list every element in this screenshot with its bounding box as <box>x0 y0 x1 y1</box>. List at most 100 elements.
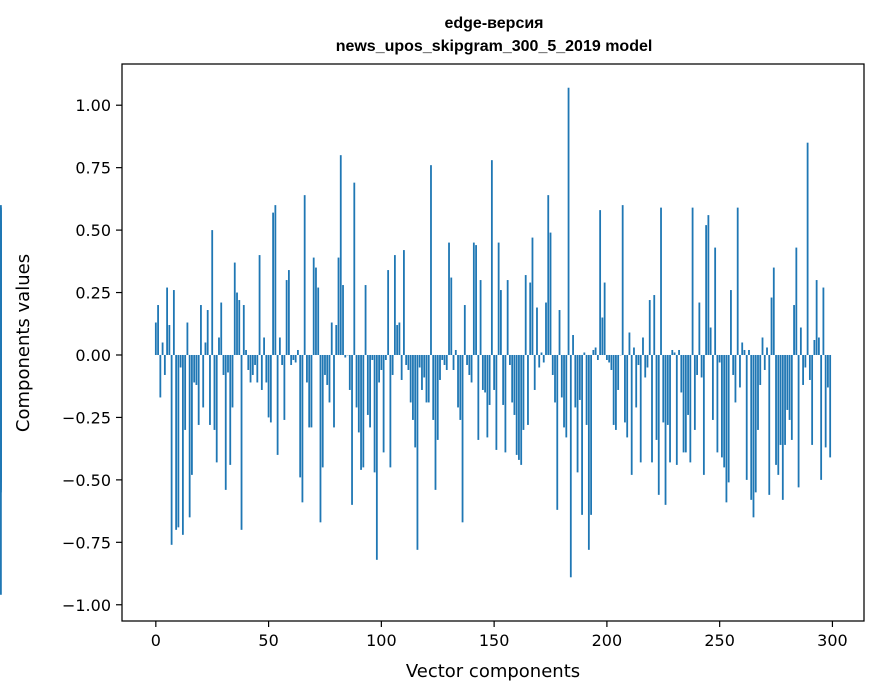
y-tick-label: 0.00 <box>75 346 111 365</box>
bar <box>278 337 281 355</box>
bar <box>495 354 498 450</box>
bar <box>315 267 317 355</box>
bar <box>193 354 196 383</box>
y-tick-label: 1.00 <box>75 96 111 115</box>
bar <box>723 354 726 468</box>
bar <box>581 354 583 515</box>
bar <box>324 354 326 375</box>
bar <box>657 354 660 495</box>
bar <box>362 354 365 468</box>
bar <box>567 87 570 355</box>
bar <box>260 354 263 390</box>
bar <box>750 354 753 500</box>
bar <box>585 354 588 425</box>
bar <box>696 354 698 375</box>
bar <box>179 354 182 368</box>
bar <box>339 155 342 355</box>
bar <box>770 297 773 355</box>
bar <box>172 290 175 355</box>
bar <box>768 354 771 495</box>
bar <box>310 354 313 428</box>
bar <box>615 354 617 430</box>
bar <box>236 292 238 355</box>
bar <box>520 354 523 465</box>
y-tick-label: −0.50 <box>62 471 111 490</box>
x-axis-label: Vector components <box>406 661 580 682</box>
bar <box>403 250 405 355</box>
bar <box>605 354 608 360</box>
bar <box>583 352 586 355</box>
bar <box>405 354 408 365</box>
bar <box>218 337 220 355</box>
bar <box>319 354 322 523</box>
bar <box>560 354 563 398</box>
bar <box>700 354 703 378</box>
bar <box>240 354 243 530</box>
bar <box>299 354 302 478</box>
bar <box>829 354 832 458</box>
x-tick-label: 50 <box>258 631 278 650</box>
bar <box>590 354 592 515</box>
bar <box>263 337 265 355</box>
bar <box>445 354 448 370</box>
bar <box>786 354 789 410</box>
bar <box>436 354 439 440</box>
bar <box>312 257 315 355</box>
bar <box>202 354 205 408</box>
bar <box>793 305 795 355</box>
bar <box>227 354 229 373</box>
bar <box>418 354 421 368</box>
bar <box>191 354 193 475</box>
bar <box>748 349 750 355</box>
bar <box>326 354 329 385</box>
bar <box>806 142 809 355</box>
bar <box>209 354 211 425</box>
bar <box>247 354 250 370</box>
bar <box>398 322 401 355</box>
bar <box>479 280 482 355</box>
bar <box>592 349 595 355</box>
bar <box>448 242 450 355</box>
bar <box>380 354 383 370</box>
bar <box>391 354 394 375</box>
bar <box>195 354 198 385</box>
bar <box>159 354 162 398</box>
bar <box>608 354 611 363</box>
bar <box>414 354 417 448</box>
bar <box>285 280 288 355</box>
bar <box>344 354 347 358</box>
bar <box>813 340 816 355</box>
bar <box>779 354 782 445</box>
bar <box>515 354 518 455</box>
bar <box>799 327 802 355</box>
bar <box>745 354 748 480</box>
bar <box>752 354 755 518</box>
bar <box>283 354 286 420</box>
bar <box>518 354 520 460</box>
bar <box>233 262 236 355</box>
bar <box>245 349 247 355</box>
bar <box>197 354 200 425</box>
bar <box>730 290 732 355</box>
bar <box>772 267 775 355</box>
bar <box>184 354 187 430</box>
x-tick-label: 0 <box>151 631 161 650</box>
bar <box>416 354 419 550</box>
bar <box>229 354 232 465</box>
bar <box>522 354 525 430</box>
bar <box>175 354 178 530</box>
chart-subtitle: news_upos_skipgram_300_5_2019 model <box>336 38 653 55</box>
bar <box>499 290 502 355</box>
bar <box>497 242 500 355</box>
bar <box>396 325 399 355</box>
bar <box>333 354 335 428</box>
bar <box>427 354 430 403</box>
bar <box>630 354 633 475</box>
bar <box>635 354 638 408</box>
bar <box>563 354 565 428</box>
bar <box>0 227 2 355</box>
bar <box>425 354 428 403</box>
bar <box>689 354 692 463</box>
y-tick-label: 0.75 <box>75 159 111 178</box>
